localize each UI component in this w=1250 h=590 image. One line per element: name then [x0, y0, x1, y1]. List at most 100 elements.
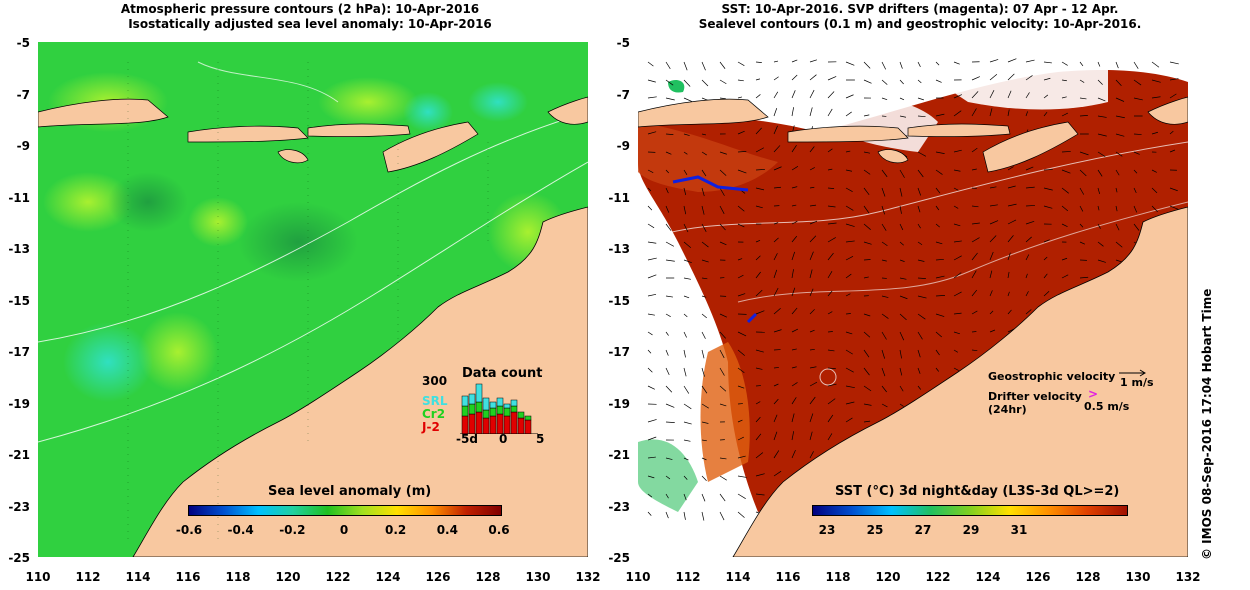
velocity-arrow [935, 258, 944, 261]
velocity-arrow [1169, 187, 1178, 192]
velocity-arrow [845, 223, 855, 227]
velocity-arrow [935, 349, 940, 356]
velocity-arrow [1025, 186, 1035, 189]
right-longitude-tick: 114 [725, 570, 751, 584]
velocity-arrow [773, 91, 779, 99]
right-longitude-tick: 130 [1125, 570, 1151, 584]
velocity-arrow [809, 59, 817, 63]
velocity-arrow [773, 307, 781, 315]
velocity-arrow [1043, 169, 1053, 171]
velocity-arrow [899, 115, 907, 118]
sst-colorbar-tick-label: 29 [962, 523, 980, 537]
velocity-arrow [791, 269, 794, 279]
velocity-arrow [989, 220, 999, 225]
right-latitude-tick: -23 [608, 499, 630, 514]
velocity-arrow [719, 313, 728, 318]
right-latitude-tick: -21 [608, 448, 630, 462]
velocity-arrow [881, 205, 885, 215]
sea-level-colorbar [188, 505, 502, 516]
velocity-arrow [683, 313, 688, 318]
velocity-arrow [647, 257, 657, 261]
sea-level-map-svg [38, 42, 588, 557]
velocity-arrow [971, 147, 978, 153]
velocity-arrow [701, 457, 707, 461]
velocity-arrow [827, 205, 836, 208]
velocity-arrow [899, 403, 904, 407]
sea-level-colorbar-tick-label: -0.6 [175, 523, 203, 537]
velocity-arrow [989, 73, 998, 81]
velocity-arrow [1115, 97, 1125, 102]
velocity-arrow [1061, 151, 1071, 153]
velocity-arrow [647, 493, 653, 498]
velocity-arrow [791, 307, 798, 315]
velocity-arrow [791, 449, 796, 459]
velocity-arrow [701, 439, 707, 442]
velocity-arrow [827, 237, 836, 243]
velocity-arrow [1133, 205, 1138, 213]
velocity-arrow [719, 331, 726, 339]
sst-colorbar-tick-label: 25 [866, 523, 884, 537]
velocity-arrow [683, 61, 688, 71]
left-longitude-tick: 126 [425, 570, 451, 584]
velocity-arrow [809, 74, 817, 81]
velocity-arrow [755, 78, 761, 81]
velocity-arrow [665, 151, 672, 155]
velocity-arrow [1097, 223, 1101, 229]
left-title-line1: Atmospheric pressure contours (2 hPa): 1… [120, 2, 480, 16]
velocity-arrow [809, 235, 817, 243]
right-latitude-tick: -25 [608, 551, 630, 565]
data-count-x-minus5: -5d [456, 432, 478, 446]
velocity-arrow [647, 131, 657, 135]
left-longitude-tick: 112 [75, 570, 101, 584]
velocity-arrow [845, 169, 853, 172]
velocity-arrow [1025, 59, 1035, 63]
velocity-arrow [773, 125, 778, 135]
velocity-arrow [917, 349, 921, 358]
velocity-arrow [773, 107, 778, 117]
velocity-arrow [755, 433, 762, 441]
velocity-arrow [1007, 271, 1010, 279]
velocity-arrow [809, 431, 813, 441]
velocity-arrow [1007, 166, 1014, 171]
velocity-arrow [701, 169, 707, 177]
sst-warm-region [638, 70, 1188, 512]
right-longitude-tick: 110 [625, 570, 651, 584]
velocity-arrow [917, 169, 924, 178]
velocity-arrow [1079, 205, 1084, 212]
velocity-arrow [845, 240, 855, 243]
velocity-arrow [1151, 187, 1158, 194]
velocity-arrow [881, 223, 887, 231]
velocity-arrow [863, 367, 870, 376]
velocity-arrow [665, 511, 669, 519]
velocity-arrow [1151, 96, 1161, 99]
velocity-arrow [935, 223, 940, 228]
velocity-arrow [917, 223, 921, 229]
velocity-arrow [845, 367, 854, 373]
velocity-arrow [647, 293, 657, 297]
velocity-arrow [917, 241, 923, 246]
velocity-arrow [1007, 328, 1015, 333]
lesser-sunda-islands [187, 125, 309, 143]
velocity-arrow [1079, 187, 1085, 195]
velocity-arrow [1007, 252, 1011, 261]
velocity-arrow [1025, 92, 1030, 99]
velocity-arrow [935, 79, 942, 83]
velocity-arrow [845, 205, 854, 211]
right-title-line1: SST: 10-Apr-2016. SVP drifters (magenta)… [721, 2, 1119, 16]
velocity-arrow [647, 223, 655, 229]
velocity-arrow [953, 367, 959, 371]
data-count-x-0: 0 [499, 432, 508, 446]
velocity-arrow [1151, 169, 1157, 173]
velocity-arrow [1025, 236, 1032, 243]
velocity-arrow [845, 255, 854, 261]
velocity-arrow [719, 349, 725, 359]
velocity-arrow [989, 235, 997, 243]
left-longitude-tick: 132 [575, 570, 601, 584]
velocity-arrow [935, 313, 945, 317]
velocity-arrow [719, 61, 726, 69]
velocity-arrow [935, 367, 940, 372]
velocity-arrow [791, 74, 798, 81]
velocity-arrow [899, 349, 902, 359]
left-title-line2: Isostatically adjusted sea level anomaly… [128, 17, 492, 31]
velocity-arrow [683, 475, 688, 480]
